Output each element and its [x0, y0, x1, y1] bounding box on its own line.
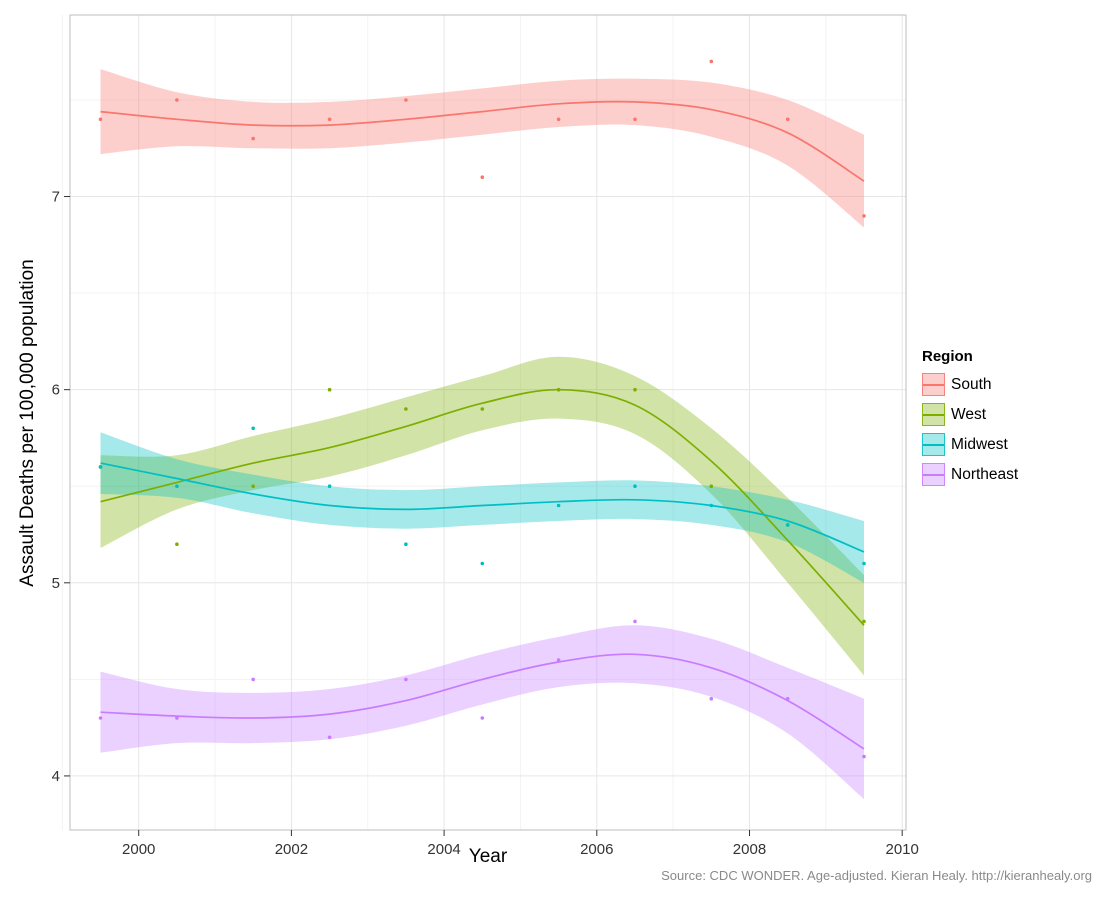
x-axis-title: Year [468, 846, 508, 867]
legend-key-swatch [922, 373, 945, 396]
legend-label: West [951, 405, 987, 423]
trend-line-west [100, 388, 865, 626]
data-point-west [556, 387, 561, 392]
legend-key-line [923, 443, 944, 446]
data-point-west [862, 619, 866, 624]
legend-label: Midwest [951, 435, 1008, 453]
x-tick-label: 2010 [885, 841, 918, 858]
data-point-midwest [327, 484, 332, 489]
legend-item-west: West [922, 403, 1018, 426]
y-tick-label: 6 [52, 382, 60, 399]
legend-key-swatch [922, 403, 945, 426]
x-tick-label: 2002 [275, 841, 308, 858]
data-point-midwest [175, 484, 179, 489]
legend-items: South West Midwest Northeast [922, 373, 1018, 486]
data-point-northeast [709, 696, 714, 701]
legend-item-midwest: Midwest [922, 433, 1018, 456]
data-point-midwest [251, 426, 255, 431]
y-tick-label: 4 [52, 768, 60, 785]
confidence-ribbon-west [100, 356, 864, 676]
y-tick-label: 5 [52, 575, 60, 592]
data-point-midwest [404, 542, 408, 546]
data-point-south [862, 214, 866, 218]
data-point-south [709, 59, 714, 64]
legend-key-line [923, 383, 944, 386]
trend-line-south [100, 100, 865, 182]
data-point-midwest [633, 484, 637, 489]
data-point-midwest [98, 465, 103, 469]
data-point-west [480, 407, 485, 411]
x-tick-label: 2004 [427, 841, 460, 858]
trend-line-northeast [100, 653, 865, 750]
trend-line-midwest [100, 462, 865, 553]
legend-item-northeast: Northeast [922, 463, 1018, 486]
legend-title: Region [922, 348, 973, 365]
legend-key-line [923, 413, 944, 416]
data-point-south [633, 117, 637, 122]
y-tick-label: 7 [52, 189, 60, 206]
x-tick-label: 2008 [733, 841, 766, 858]
confidence-ribbon-south [100, 69, 864, 228]
data-point-west [633, 387, 637, 392]
data-point-south [480, 175, 485, 179]
data-point-south [785, 117, 790, 122]
data-point-northeast [327, 735, 332, 740]
source-caption: Source: CDC WONDER. Age-adjusted. Kieran… [661, 868, 1092, 883]
data-point-northeast [251, 677, 255, 682]
x-tick-label: 2000 [122, 841, 155, 858]
legend-key-swatch [922, 433, 945, 456]
legend-item-south: South [922, 373, 1018, 396]
data-point-midwest [785, 523, 790, 527]
data-point-midwest [480, 561, 485, 566]
y-axis-title: Assault Deaths per 100,000 population [17, 259, 38, 587]
data-point-south [98, 117, 103, 122]
data-point-northeast [633, 619, 637, 624]
data-point-northeast [98, 716, 103, 720]
data-point-west [404, 407, 408, 411]
data-point-west [327, 387, 332, 392]
legend-label: Northeast [951, 465, 1019, 483]
data-point-midwest [862, 561, 866, 566]
data-point-south [251, 136, 255, 141]
data-point-south [404, 98, 408, 102]
data-point-south [556, 117, 561, 122]
confidence-ribbon-midwest [100, 432, 864, 583]
data-point-northeast [404, 677, 408, 682]
data-point-northeast [175, 716, 179, 720]
legend: Region South West Midwest Northeast [922, 348, 1018, 493]
data-point-midwest [709, 503, 714, 508]
panel-border [69, 14, 907, 831]
confidence-ribbon-northeast [100, 625, 864, 800]
data-point-south [327, 117, 332, 122]
data-point-south [175, 98, 179, 102]
data-point-northeast [556, 658, 561, 662]
data-point-northeast [785, 696, 790, 701]
panel-background [70, 15, 906, 830]
data-point-midwest [556, 503, 561, 508]
legend-label: South [951, 375, 992, 393]
data-point-northeast [480, 716, 485, 720]
data-point-west [251, 484, 255, 489]
legend-key-line [923, 473, 944, 476]
x-tick-label: 2006 [580, 841, 613, 858]
data-point-northeast [862, 754, 866, 759]
legend-key-swatch [922, 463, 945, 486]
data-point-west [175, 542, 179, 546]
data-point-west [709, 484, 714, 489]
